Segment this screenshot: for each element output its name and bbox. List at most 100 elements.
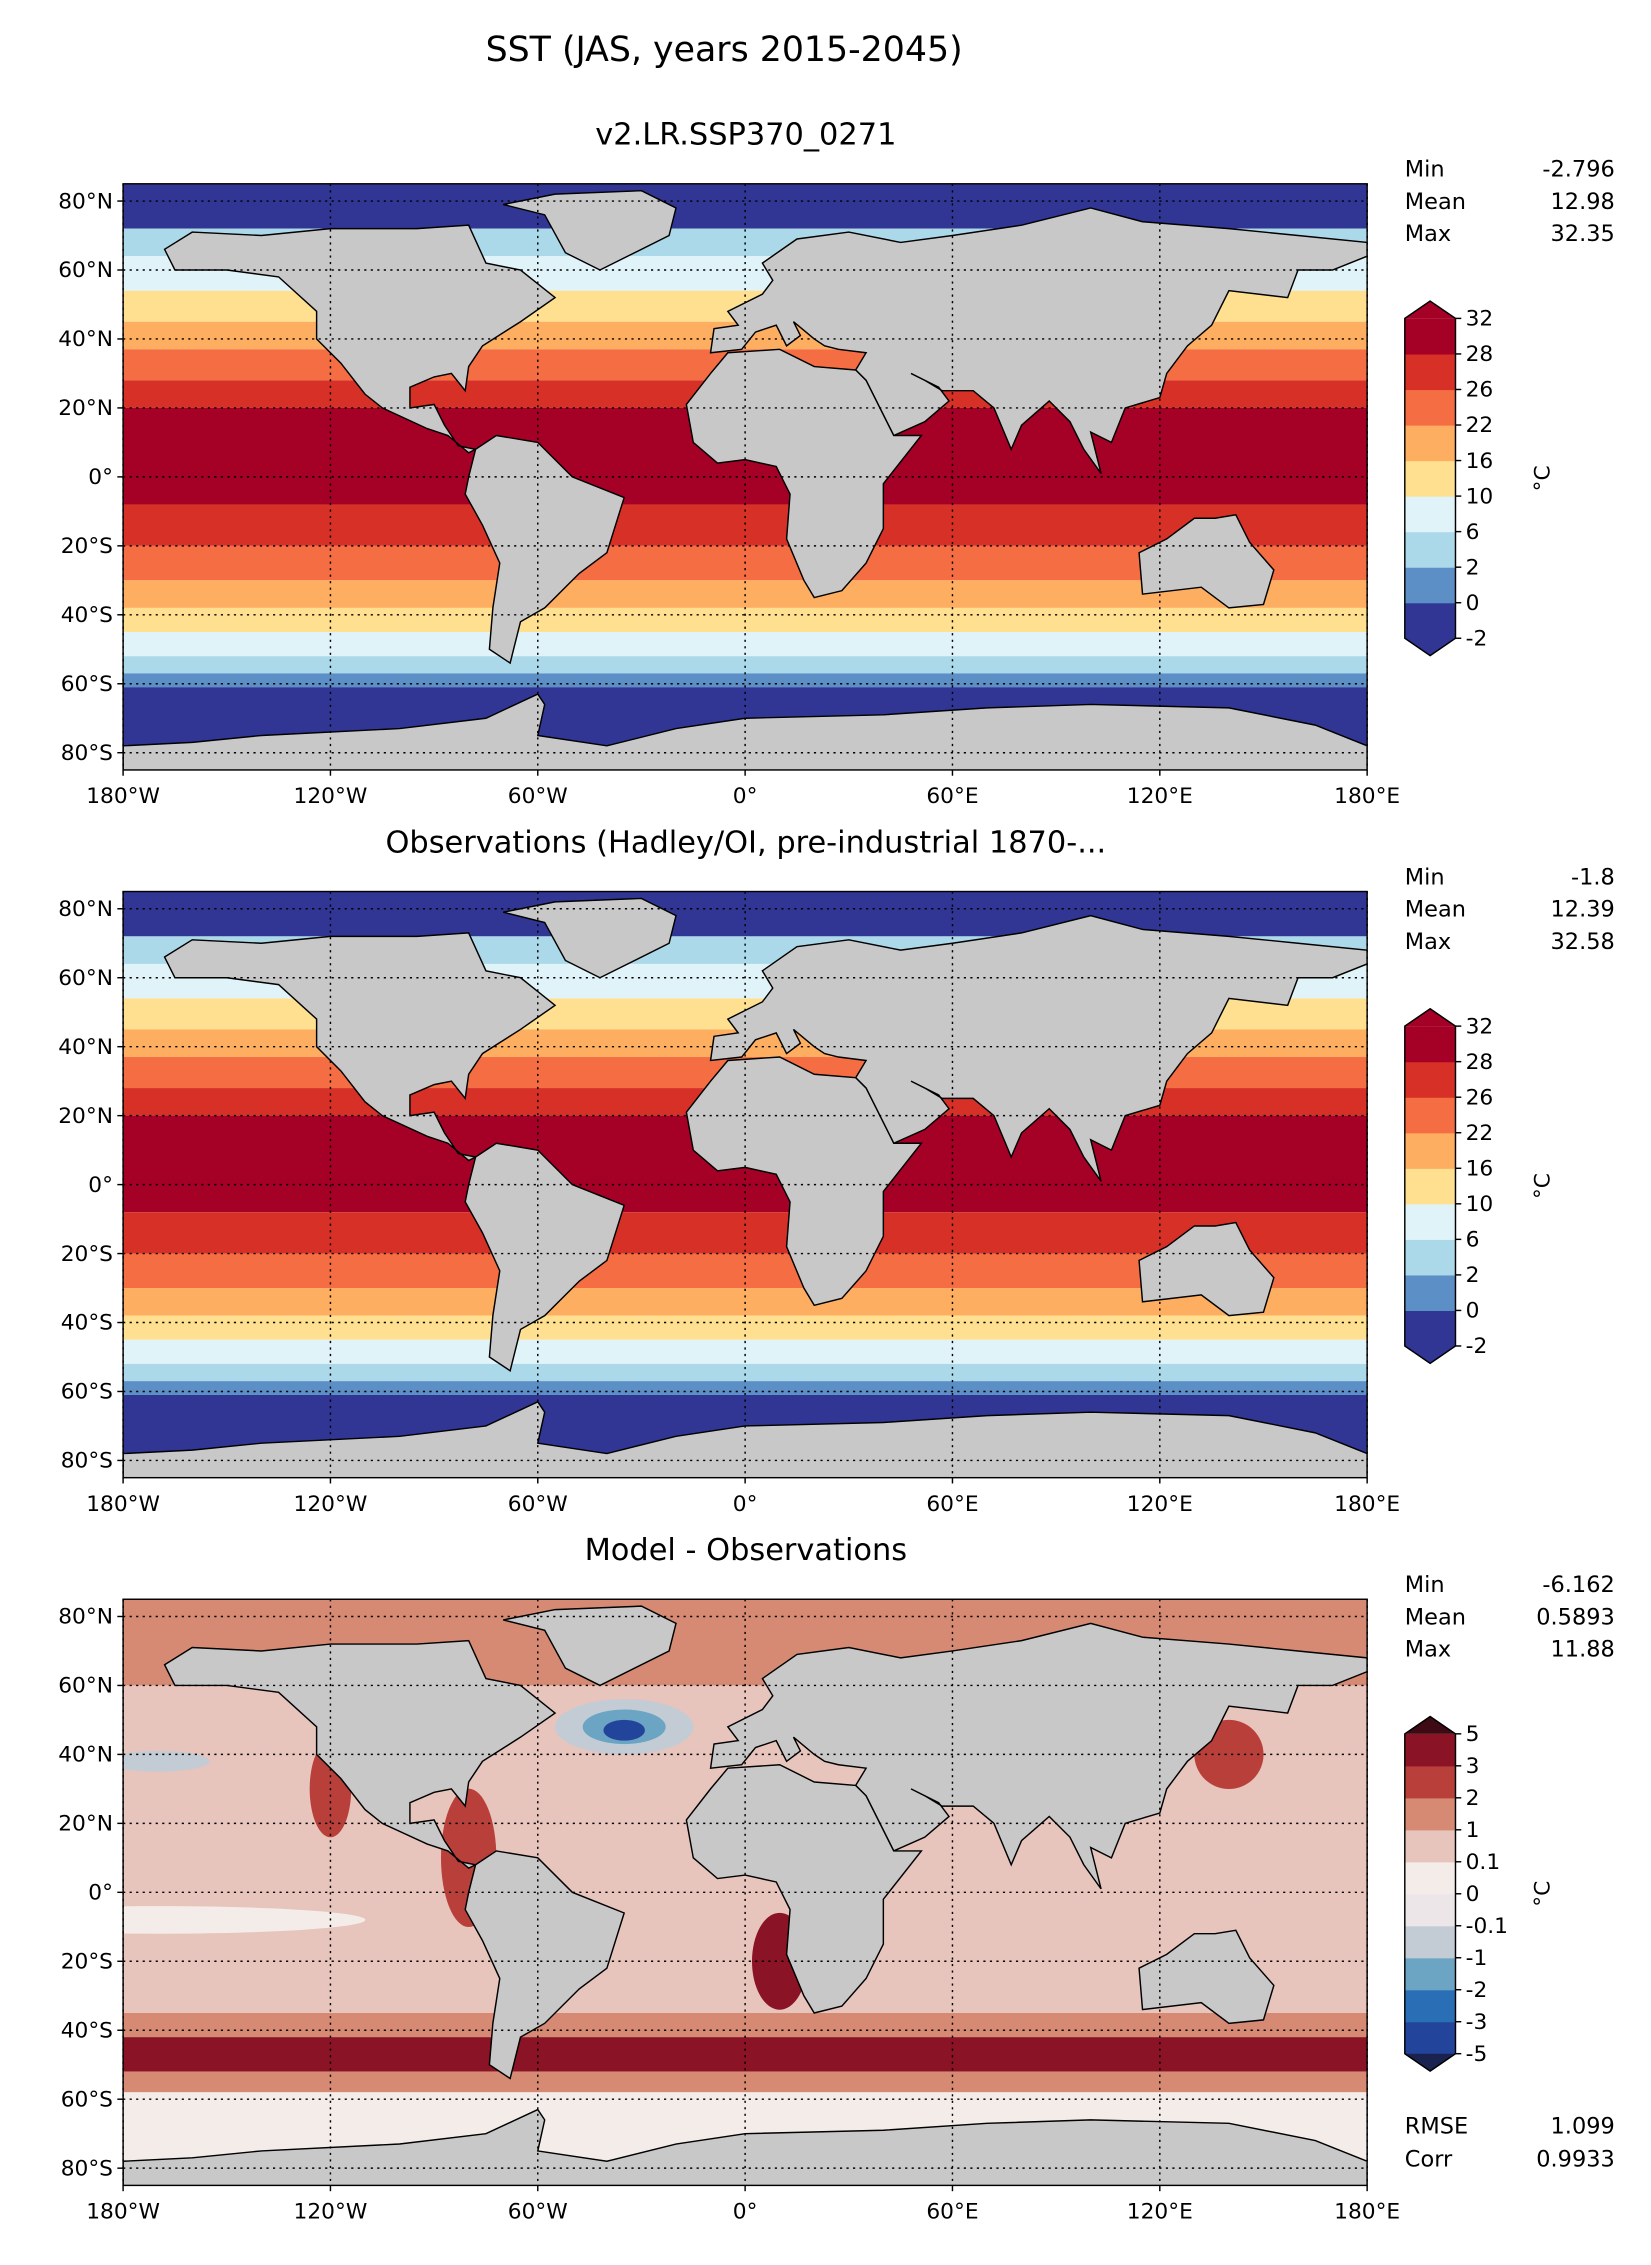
- colorbar-segment: [1404, 425, 1456, 462]
- stat-label: Min: [1405, 157, 1445, 183]
- colorbar-segment: [1404, 2021, 1456, 2055]
- colorbar-segment: [1404, 1989, 1456, 2023]
- colorbar-segment: [1404, 389, 1456, 426]
- land: [464, 1142, 626, 1372]
- metric-value: 1.099: [1551, 2113, 1615, 2139]
- field-anomaly: [123, 1906, 366, 1934]
- field-band: [123, 632, 1368, 657]
- y-tick-label: 0°: [88, 465, 113, 490]
- colorbar-tick-label: -2: [1466, 626, 1488, 651]
- stat-value: 12.39: [1551, 897, 1615, 923]
- colorbar-tick-label: 22: [1466, 1121, 1494, 1146]
- x-tick-label: 0°: [733, 2200, 758, 2225]
- colorbar-tick-label: -3: [1466, 2010, 1488, 2035]
- colorbar-segment: [1404, 1026, 1456, 1063]
- x-tick-label: 120°W: [294, 784, 368, 809]
- x-tick-label: 120°E: [1127, 2200, 1193, 2225]
- colorbar-tick-label: 32: [1466, 307, 1494, 332]
- field-band: [123, 1363, 1368, 1382]
- stat-value: -6.162: [1542, 1572, 1614, 1598]
- land: [1138, 1929, 1275, 2025]
- colorbar-tick-label: 10: [1466, 1192, 1494, 1217]
- colorbar-tick-label: 1: [1466, 1818, 1480, 1843]
- land: [1138, 514, 1275, 609]
- field-anomaly: [123, 1750, 210, 1772]
- x-tick-label: 180°W: [86, 784, 160, 809]
- stat-label: Max: [1405, 1637, 1451, 1663]
- colorbar-segment: [1404, 531, 1456, 568]
- colorbar-tick-label: 0: [1466, 1882, 1480, 1907]
- colorbar-segment: [1404, 1733, 1456, 1767]
- y-tick-label: 20°N: [58, 1104, 113, 1129]
- colorbar-segment: [1404, 1203, 1456, 1240]
- stat-label: Max: [1405, 929, 1451, 955]
- colorbar-label: °C: [1531, 465, 1556, 491]
- colorbar-segment: [1404, 1061, 1456, 1098]
- x-tick-label: 60°E: [926, 1492, 978, 1517]
- colorbar-segment: [1404, 1797, 1456, 1831]
- colorbar-tick-label: 28: [1466, 1050, 1494, 1075]
- y-tick-label: 40°S: [61, 2018, 113, 2043]
- x-tick-label: 60°W: [508, 2200, 568, 2225]
- colorbar-tick-label: 3: [1466, 1754, 1480, 1779]
- colorbar-tick-label: 16: [1466, 1157, 1494, 1182]
- stat-value: 11.88: [1551, 1637, 1615, 1663]
- colorbar-extend-high: [1404, 1008, 1456, 1027]
- map-panel: Observations (Hadley/OI, pre-industrial …: [58, 825, 1615, 1517]
- colorbar-segment: [1404, 1168, 1456, 1205]
- colorbar-segment: [1404, 1829, 1456, 1863]
- y-tick-label: 40°N: [58, 327, 113, 352]
- colorbar-tick-label: 6: [1466, 520, 1480, 545]
- stat-value: 0.5893: [1536, 1604, 1615, 1630]
- stat-value: 32.35: [1551, 221, 1615, 247]
- x-tick-label: 0°: [733, 1492, 758, 1517]
- y-tick-label: 40°S: [61, 603, 113, 628]
- colorbar-segment: [1404, 1239, 1456, 1276]
- field-band: [123, 656, 1368, 674]
- colorbar-tick-label: 0: [1466, 591, 1480, 616]
- colorbar-tick-label: 28: [1466, 342, 1494, 367]
- x-tick-label: 60°W: [508, 784, 568, 809]
- stat-value: -2.796: [1542, 157, 1614, 183]
- y-tick-label: 40°N: [58, 1743, 113, 1768]
- metric-label: Corr: [1405, 2147, 1453, 2173]
- y-tick-label: 80°S: [61, 2156, 113, 2181]
- panel-title: Observations (Hadley/OI, pre-industrial …: [385, 825, 1106, 860]
- stat-label: Mean: [1405, 189, 1466, 215]
- y-tick-label: 20°S: [61, 1242, 113, 1267]
- colorbar-tick-label: 10: [1466, 484, 1494, 509]
- colorbar-segment: [1404, 1765, 1456, 1799]
- stat-label: Min: [1405, 1572, 1445, 1598]
- stat-label: Mean: [1405, 897, 1466, 923]
- colorbar-segment: [1404, 1861, 1456, 1895]
- colorbar-segment: [1404, 1893, 1456, 1927]
- y-tick-label: 40°N: [58, 1035, 113, 1060]
- stat-value: 32.58: [1551, 929, 1615, 955]
- colorbar-segment: [1404, 1310, 1456, 1347]
- colorbar-tick-label: 22: [1466, 413, 1494, 438]
- x-tick-label: 180°E: [1334, 2200, 1400, 2225]
- y-tick-label: 0°: [88, 1881, 113, 1906]
- field-anomaly: [603, 1719, 645, 1741]
- panel-title: Model - Observations: [585, 1533, 908, 1568]
- map-frame: [122, 183, 1368, 771]
- x-tick-label: 60°E: [926, 2200, 978, 2225]
- colorbar-tick-label: 6: [1466, 1228, 1480, 1253]
- x-tick-label: 180°W: [86, 1492, 160, 1517]
- x-tick-label: 120°W: [294, 2200, 368, 2225]
- land: [1138, 1221, 1275, 1317]
- stat-value: -1.8: [1571, 864, 1615, 890]
- colorbar-label: °C: [1531, 1173, 1556, 1199]
- map-frame: [122, 890, 1368, 1479]
- colorbar-segment: [1404, 496, 1456, 533]
- colorbar-extend-low: [1404, 638, 1456, 656]
- colorbar-extend-low: [1404, 2053, 1456, 2072]
- colorbar-tick-label: 2: [1466, 1263, 1480, 1288]
- colorbar-tick-label: 26: [1466, 1085, 1494, 1110]
- map-area: [123, 1599, 1368, 2186]
- colorbar-segment: [1404, 353, 1456, 391]
- map-panel: v2.LR.SSP370_0271 180°W 120°W 60°W 0° 60°E 120…: [58, 118, 1615, 810]
- colorbar-segment: [1404, 460, 1456, 497]
